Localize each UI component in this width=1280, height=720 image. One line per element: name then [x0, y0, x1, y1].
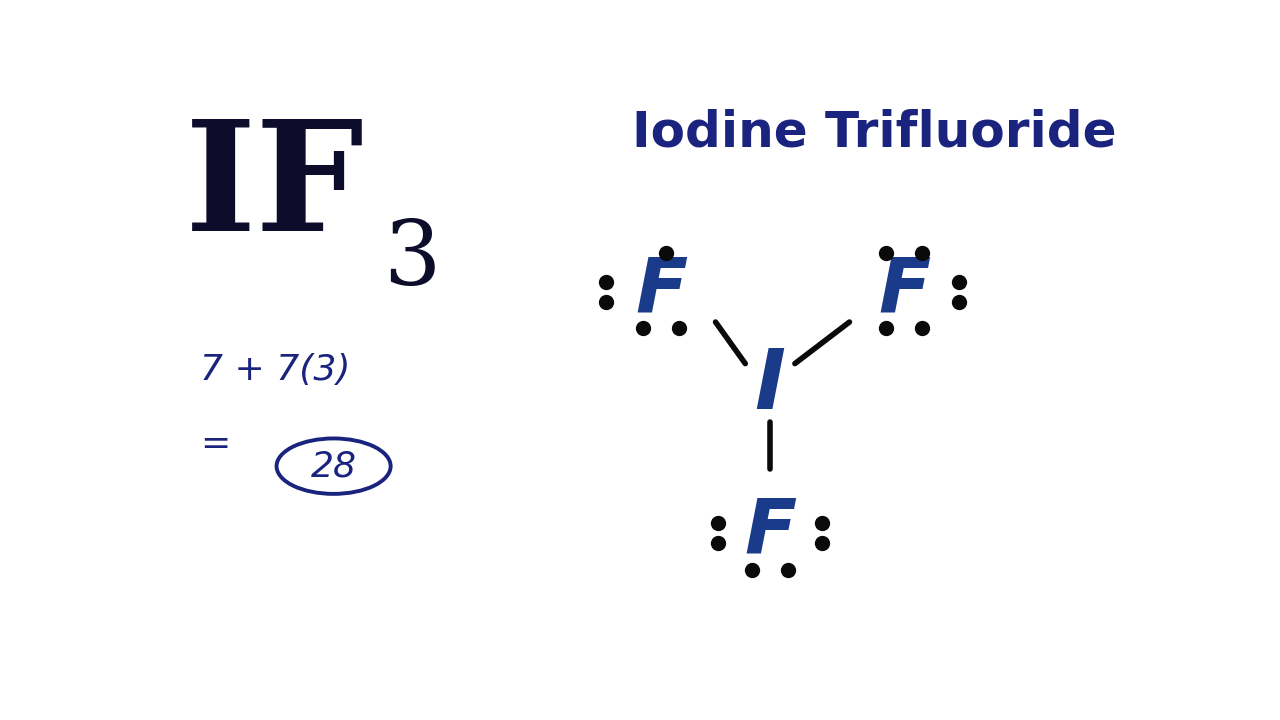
Text: I: I [755, 346, 786, 426]
Text: 7 + 7(3): 7 + 7(3) [200, 353, 351, 387]
Text: IF: IF [184, 114, 365, 263]
Text: Iodine Trifluoride: Iodine Trifluoride [632, 109, 1116, 156]
Text: F: F [878, 255, 931, 328]
Text: 3: 3 [383, 217, 440, 304]
Text: F: F [744, 495, 796, 570]
Text: 28: 28 [311, 449, 357, 483]
Text: F: F [635, 255, 687, 328]
Text: =: = [200, 428, 230, 462]
